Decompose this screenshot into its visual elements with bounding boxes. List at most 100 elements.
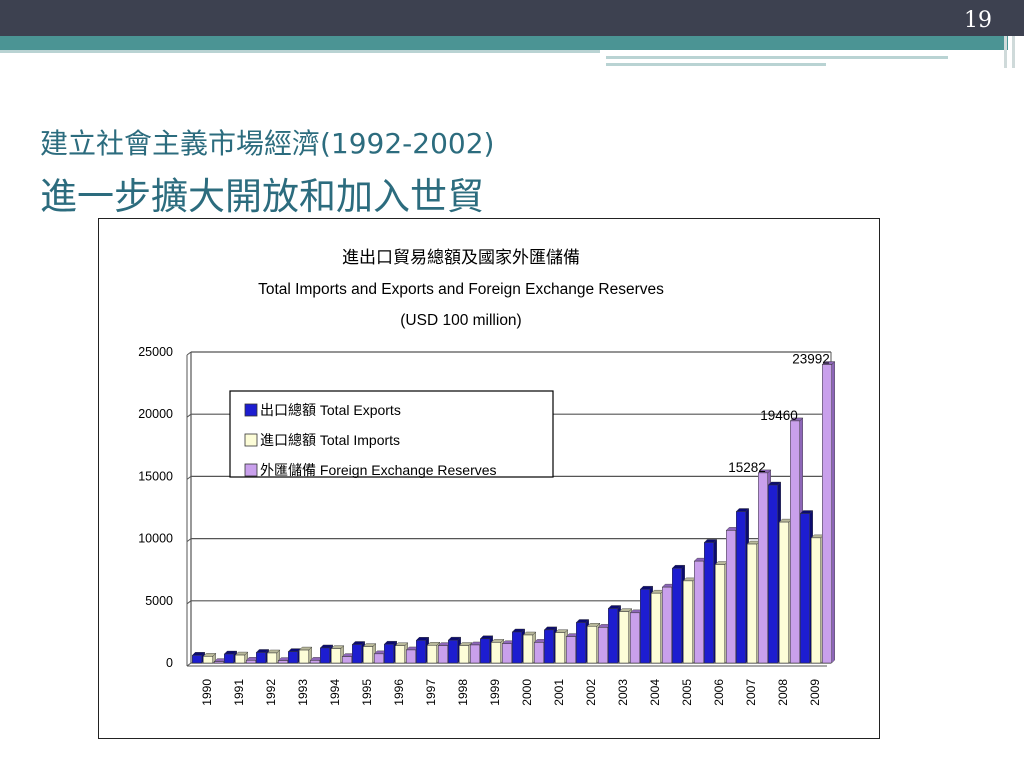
- header-bar: [0, 0, 1024, 36]
- bar: [470, 644, 480, 664]
- y-tick-label: 15000: [138, 469, 173, 483]
- bar: [736, 511, 746, 664]
- bar: [768, 484, 778, 664]
- bar: [811, 537, 821, 664]
- bar: [374, 653, 384, 664]
- x-tick-label: 2004: [648, 679, 662, 706]
- bar: [587, 626, 597, 664]
- bar: [224, 653, 234, 664]
- y-tick-label: 0: [166, 656, 173, 670]
- gridline-depth: [186, 475, 192, 480]
- x-tick-label: 2008: [776, 679, 790, 706]
- x-tick-label: 1990: [200, 679, 214, 706]
- chart-frame: 進出口貿易總額及國家外匯儲備 Total Imports and Exports…: [98, 218, 880, 739]
- y-tick-label: 5000: [145, 594, 173, 608]
- legend-box: [229, 390, 554, 478]
- gridline-depth: [186, 538, 192, 543]
- bar: [790, 420, 800, 664]
- bar: [246, 660, 256, 664]
- x-tick-label: 1999: [488, 679, 502, 706]
- legend-swatch: [244, 433, 258, 447]
- bar: [267, 652, 277, 664]
- gridline-depth: [186, 600, 192, 605]
- bar: [672, 567, 682, 664]
- x-tick-label: 2000: [520, 679, 534, 706]
- x-tick-label: 1996: [392, 679, 406, 706]
- bar: [822, 364, 832, 664]
- bars: [191, 361, 836, 664]
- legend-label: 進口總額 Total Imports: [260, 432, 400, 448]
- bar: [512, 631, 522, 664]
- y-tick-label: 25000: [138, 345, 173, 359]
- bar: [491, 642, 501, 664]
- legend-label: 出口總額 Total Exports: [260, 402, 401, 418]
- slide-number: 19: [964, 8, 992, 33]
- bar: [427, 645, 437, 664]
- bar-chart: 進出口貿易總額及國家外匯儲備 Total Imports and Exports…: [138, 248, 836, 706]
- bar: [363, 646, 373, 664]
- bar: [555, 632, 565, 664]
- x-tick-label: 2003: [616, 679, 630, 706]
- labels: 15282 19460 23992: [728, 352, 830, 475]
- bar: [800, 513, 810, 664]
- x-tick-label: 2002: [584, 679, 598, 706]
- chart-subtitle: Total Imports and Exports and Foreign Ex…: [258, 281, 664, 298]
- chart-unit: (USD 100 million): [400, 312, 521, 329]
- x-tick-label: 1998: [456, 679, 470, 706]
- bar: [651, 592, 661, 664]
- legend-swatch: [244, 403, 258, 417]
- bar: [502, 643, 512, 664]
- bar: [331, 648, 341, 664]
- decor-stripe: [0, 50, 600, 53]
- data-label: 15282: [728, 460, 766, 475]
- bar: [534, 642, 544, 664]
- accent-bar: [0, 36, 1008, 50]
- bar: [203, 656, 213, 664]
- y-tick-label: 20000: [138, 407, 173, 421]
- x-tick-label: 1997: [424, 679, 438, 706]
- bar: [342, 656, 352, 664]
- bar: [459, 645, 469, 664]
- x-tick-label: 2001: [552, 679, 566, 706]
- bar: [662, 586, 672, 664]
- bar: [758, 472, 768, 664]
- bar: [395, 645, 405, 664]
- bar: [576, 622, 586, 664]
- legend: 出口總額 Total Exports 進口總額 Total Imports 外匯儲備…: [229, 390, 554, 478]
- data-label: 19460: [760, 408, 798, 423]
- slide-title-line1: 建立社會主義市場經濟(1992-2002): [40, 127, 495, 160]
- slide-title-line2: 進一步擴大開放和加入世貿: [40, 175, 484, 218]
- bar: [598, 627, 608, 664]
- decor-stripe: [606, 56, 948, 59]
- bar: [416, 640, 426, 664]
- legend-label: 外匯儲備 Foreign Exchange Reserves: [260, 462, 497, 478]
- bar: [384, 643, 394, 664]
- bar: [310, 660, 320, 664]
- x-tick-label: 1992: [264, 679, 278, 706]
- bar: [694, 560, 704, 664]
- bar: [438, 645, 448, 664]
- bar: [278, 660, 288, 664]
- bar: [747, 543, 757, 664]
- bar: [726, 530, 736, 664]
- bar: [406, 649, 416, 664]
- gridline-depth: [186, 413, 192, 418]
- x-tick-label: 1993: [296, 679, 310, 706]
- gridline-depth: [186, 351, 192, 356]
- x-tick-label: 2006: [712, 679, 726, 706]
- bar: [608, 608, 618, 664]
- chart-title: 進出口貿易總額及國家外匯儲備: [342, 248, 580, 267]
- bar: [352, 644, 362, 664]
- legend-swatch: [244, 463, 258, 477]
- bar: [619, 611, 629, 664]
- bar: [288, 651, 298, 664]
- bar: [214, 661, 224, 664]
- bar: [192, 655, 202, 664]
- bar: [630, 612, 640, 664]
- x-tick-label: 1994: [328, 679, 342, 706]
- bar: [704, 542, 714, 664]
- x-tick-label: 1991: [232, 679, 246, 706]
- bar: [683, 580, 693, 664]
- bar-side: [831, 361, 835, 664]
- bar: [715, 564, 725, 664]
